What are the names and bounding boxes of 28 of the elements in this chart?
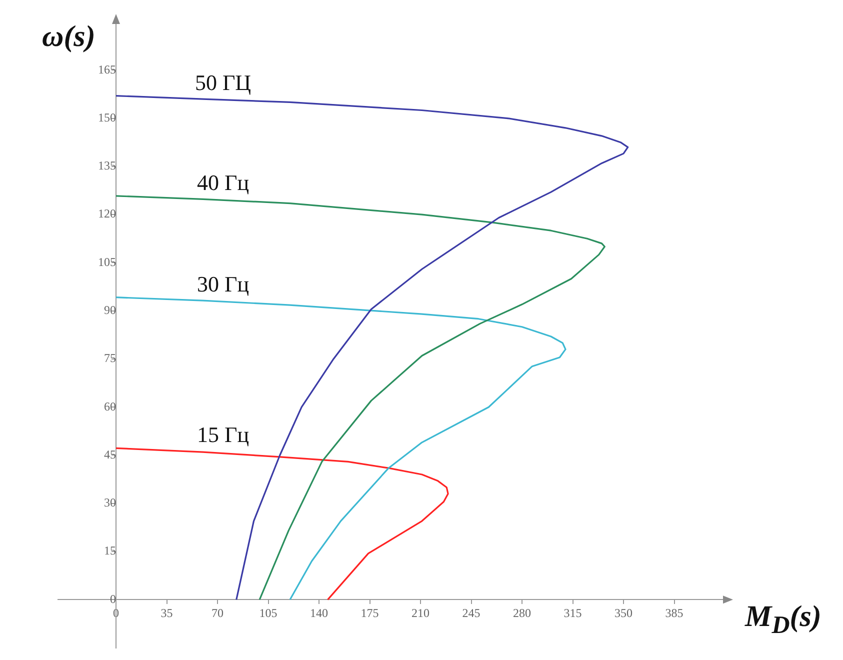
y-tick-label: 90 [104,302,116,317]
y-tick-label: 45 [104,447,116,462]
x-tick-label: 245 [462,606,480,620]
y-axis-title: ω(s) [42,20,96,54]
x-tick-label: 350 [614,606,632,620]
x-tick-label: 70 [212,606,224,620]
x-tick-label: 280 [513,606,531,620]
y-tick-label: 60 [104,399,116,414]
series-label: 15 Гц [197,422,250,448]
x-tick-label: 35 [160,606,173,620]
x-tick-label: 385 [665,606,684,620]
x-axis-title: M$_{D}$(s) [745,600,822,640]
x-tick-label: 140 [310,606,328,620]
series-label: 40 Гц [197,170,250,195]
x-tick-label: 105 [259,606,278,620]
y-tick-label: 120 [98,206,116,221]
y-tick-label: 165 [98,62,116,76]
y-tick-label: 135 [98,158,116,173]
y-tick-label: 30 [104,496,116,510]
y-tick-label: 15 [104,544,116,558]
y-tick-label: 105 [98,254,116,269]
x-tick-label: 210 [412,606,430,620]
series-label: 30 Гц [197,271,250,296]
series-label: 50 ГЦ [194,70,252,95]
x-tick-label: 175 [360,606,379,620]
x-tick-label: 315 [564,606,582,620]
y-tick-label: 150 [98,110,116,124]
y-tick-label: 75 [104,351,116,366]
